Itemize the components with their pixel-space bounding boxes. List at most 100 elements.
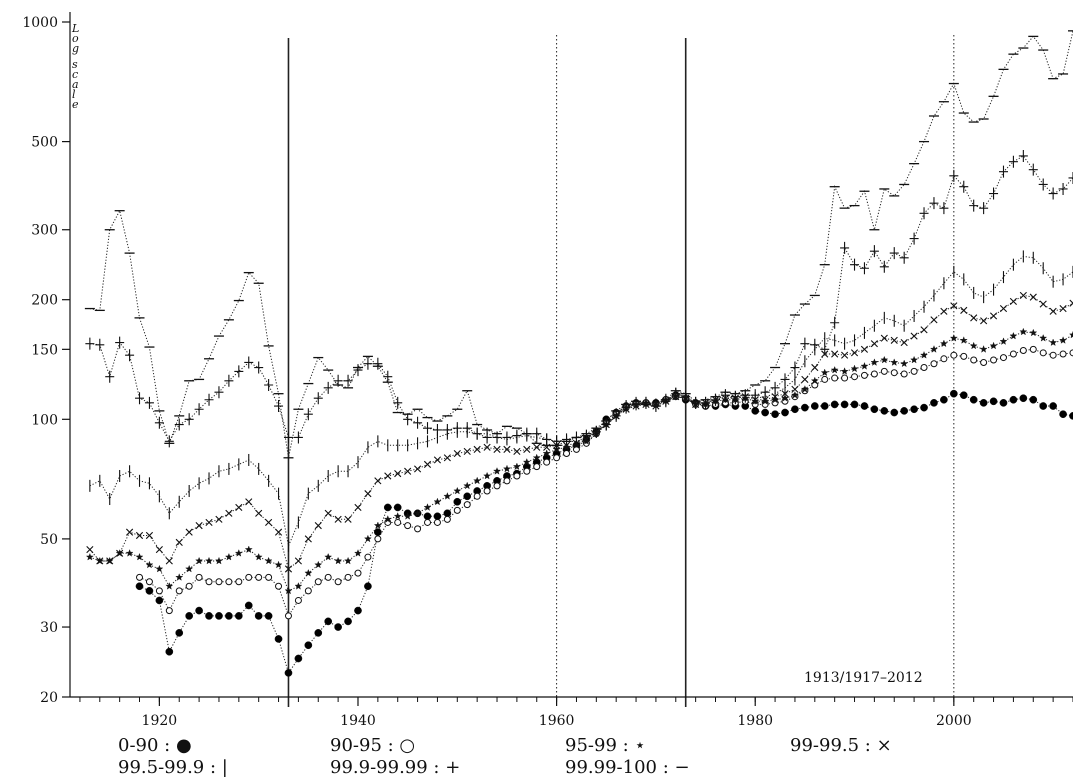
- data-point: [145, 587, 154, 595]
- data-point: [493, 482, 501, 490]
- data-point: [483, 443, 491, 451]
- data-point: [245, 498, 253, 506]
- data-point: [423, 503, 432, 511]
- data-point: [274, 400, 284, 413]
- data-point: [403, 512, 412, 520]
- data-point: [1039, 300, 1047, 308]
- data-point: [274, 560, 283, 569]
- data-point: [334, 515, 342, 523]
- data-point: [880, 334, 888, 342]
- data-point: [125, 549, 134, 557]
- data-point: [185, 528, 193, 536]
- data-point: [869, 245, 879, 258]
- data-point: [155, 564, 164, 573]
- data-point: [324, 509, 332, 517]
- data-point: [811, 381, 819, 389]
- data-point: [860, 402, 869, 410]
- data-point: [512, 429, 522, 442]
- data-point: [144, 396, 154, 409]
- data-point: [423, 422, 433, 435]
- data-point: [920, 364, 928, 372]
- data-point: [354, 503, 362, 512]
- data-point: [443, 509, 452, 518]
- legend-label: 99.9-99.99 :: [330, 757, 445, 778]
- data-point: [1029, 345, 1037, 353]
- data-point: [404, 522, 412, 530]
- data-point: [989, 341, 998, 350]
- data-point: [960, 306, 968, 314]
- data-point: [235, 578, 243, 586]
- series-line-99.9-99.99: [89, 155, 1073, 443]
- data-point: [989, 312, 998, 320]
- data-point: [145, 560, 154, 569]
- data-point: [990, 356, 998, 364]
- data-point: [929, 345, 938, 353]
- data-point: [751, 407, 760, 415]
- data-point: [235, 503, 243, 512]
- data-point: [414, 525, 422, 533]
- series-line-95-99: [89, 331, 1073, 592]
- data-point: [543, 458, 551, 466]
- data-point: [95, 338, 105, 351]
- data-point: [244, 545, 253, 553]
- data-point: [1029, 293, 1037, 301]
- data-point: [859, 262, 869, 275]
- data-point: [284, 612, 292, 620]
- data-point: [244, 601, 253, 610]
- data-point: [1059, 410, 1067, 419]
- data-point: [96, 557, 104, 565]
- data-point: [225, 578, 233, 586]
- x-tick-label: 1940: [340, 713, 376, 729]
- data-point: [264, 612, 273, 620]
- y-tick-label: 200: [31, 293, 58, 309]
- data-point: [364, 490, 372, 498]
- data-point: [165, 607, 173, 615]
- data-point: [553, 454, 561, 462]
- data-point: [334, 578, 342, 586]
- data-point: [930, 316, 938, 324]
- data-point: [900, 370, 908, 378]
- data-point: [343, 374, 353, 387]
- data-point: [581, 429, 591, 442]
- data-point: [234, 612, 243, 620]
- data-point: [611, 409, 621, 422]
- data-point: [562, 433, 572, 446]
- data-point: [1048, 187, 1058, 200]
- data-point: [135, 531, 144, 540]
- legend-marker: +: [445, 757, 460, 778]
- series-line-99.5-99.9: [89, 255, 1073, 548]
- data-point: [890, 369, 898, 377]
- data-point: [463, 447, 471, 456]
- data-point: [850, 400, 859, 409]
- data-point: [770, 381, 780, 394]
- data-point: [394, 470, 402, 478]
- data-point: [950, 302, 958, 310]
- legend-label: 95-99 :: [565, 735, 634, 756]
- data-point: [1049, 351, 1057, 359]
- data-point: [86, 545, 94, 554]
- data-point: [542, 433, 552, 446]
- data-point: [919, 207, 929, 220]
- data-point: [910, 405, 918, 414]
- data-point: [1019, 394, 1028, 403]
- data-point: [205, 612, 213, 620]
- series-line-99.99-100: [89, 30, 1073, 458]
- legend-marker: ⋆: [634, 735, 645, 756]
- data-point: [811, 363, 819, 372]
- data-point: [890, 336, 898, 344]
- data-point: [383, 503, 392, 512]
- data-point: [820, 343, 830, 356]
- legend-label: 99.99-100 :: [565, 757, 674, 778]
- data-point: [910, 367, 918, 375]
- data-point: [840, 367, 849, 375]
- data-point: [184, 413, 194, 426]
- data-point: [433, 456, 442, 464]
- data-point: [841, 374, 849, 382]
- data-point: [980, 317, 988, 325]
- data-point: [1069, 330, 1073, 339]
- data-point: [324, 617, 333, 626]
- legend-label: 90-95 :: [330, 735, 399, 756]
- data-point: [989, 397, 998, 406]
- y-tick-label: 50: [40, 532, 58, 548]
- data-point: [1029, 328, 1038, 337]
